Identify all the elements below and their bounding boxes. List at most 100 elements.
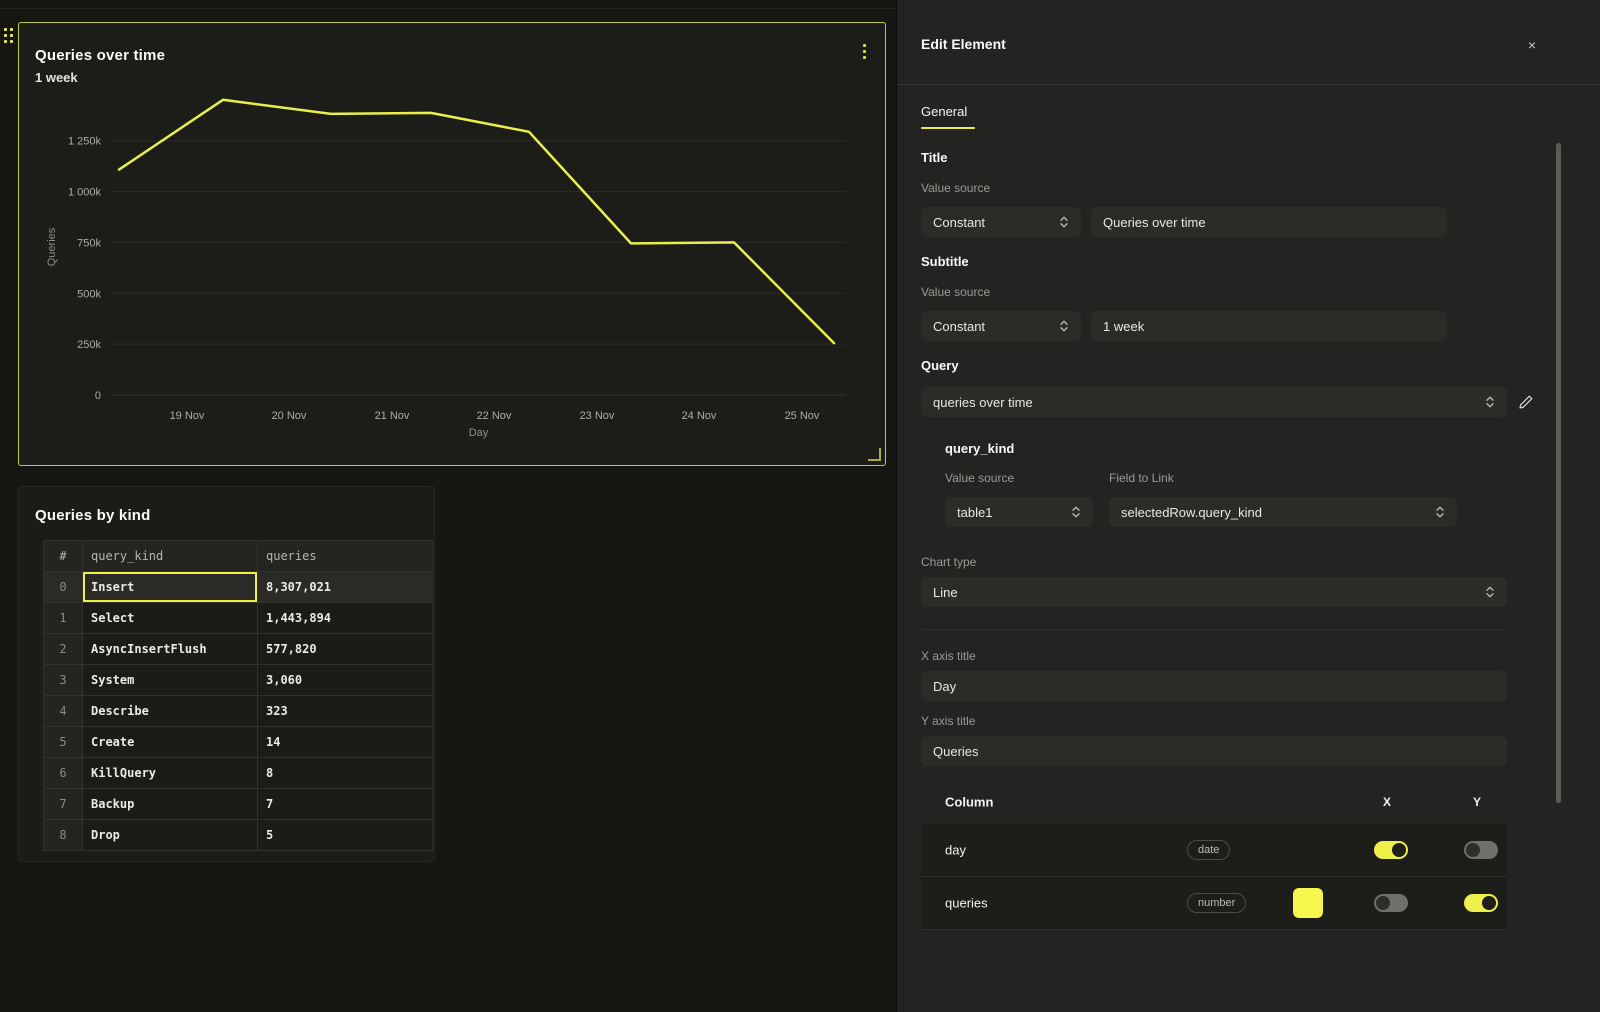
table-cell[interactable]: 3,060 <box>257 664 433 696</box>
table-row[interactable]: 5 Create 14 <box>43 726 433 758</box>
query-select[interactable]: queries over time <box>921 387 1507 417</box>
row-index-cell: 2 <box>43 633 83 665</box>
columns-header-y: Y <box>1473 794 1482 809</box>
table-header-row: # query_kind queries <box>43 540 433 572</box>
row-index-cell: 8 <box>43 819 83 851</box>
x-axis-title-input[interactable]: Day <box>921 671 1507 701</box>
row-index-cell: 0 <box>43 571 83 603</box>
svg-text:24 Nov: 24 Nov <box>682 410 717 422</box>
title-value-input[interactable]: Queries over time <box>1091 207 1447 237</box>
edit-query-pencil-icon[interactable] <box>1517 393 1535 411</box>
table-cell[interactable]: Backup <box>82 788 258 820</box>
table-cell[interactable]: 7 <box>257 788 433 820</box>
title-source-select[interactable]: Constant <box>921 207 1081 237</box>
queries-table[interactable]: # query_kind queries 0 Insert 8,307,021 1 Se… <box>43 540 433 851</box>
chevron-updown-icon <box>1072 506 1080 518</box>
x-toggle[interactable] <box>1374 894 1408 912</box>
chart-type-label: Chart type <box>921 555 977 569</box>
table-cell[interactable]: System <box>82 664 258 696</box>
columns-header-x: X <box>1383 794 1392 809</box>
column-row-day: day date <box>921 824 1507 877</box>
table-row[interactable]: 3 System 3,060 <box>43 664 433 696</box>
table-row[interactable]: 8 Drop 5 <box>43 819 433 851</box>
y-toggle[interactable] <box>1464 894 1498 912</box>
title-value-text: Queries over time <box>1103 214 1206 230</box>
table-cell[interactable]: Create <box>82 726 258 758</box>
x-toggle[interactable] <box>1374 841 1408 859</box>
column-header-queries: queries <box>257 540 433 572</box>
queries-line-chart: 0 250k 500k 750k 1 000k 1 250k 19 Nov 20 Nov 21 … <box>46 98 846 439</box>
column-row-queries: queries number <box>921 877 1507 930</box>
drag-handle-icon[interactable] <box>4 28 15 45</box>
table-row[interactable]: 0 Insert 8,307,021 <box>43 571 433 603</box>
table-row[interactable]: 6 KillQuery 8 <box>43 757 433 789</box>
subtitle-source-select[interactable]: Constant <box>921 311 1081 341</box>
column-header-index: # <box>43 540 83 572</box>
tab-general[interactable]: General <box>921 104 968 119</box>
x-axis-title-label: X axis title <box>921 649 976 663</box>
table-cell[interactable]: Drop <box>82 819 258 851</box>
section-divider <box>921 629 1507 630</box>
columns-header-row: Column X Y <box>921 779 1507 825</box>
row-index-cell: 7 <box>43 788 83 820</box>
table-cell[interactable]: 1,443,894 <box>257 602 433 634</box>
kebab-menu-icon[interactable] <box>857 41 871 61</box>
series-color-swatch[interactable] <box>1293 888 1323 918</box>
close-icon[interactable]: × <box>1527 37 1537 53</box>
table-row[interactable]: 4 Describe 323 <box>43 695 433 727</box>
table-cell[interactable]: 8,307,021 <box>257 571 433 603</box>
svg-text:21 Nov: 21 Nov <box>375 410 410 422</box>
svg-text:250k: 250k <box>77 339 101 351</box>
table-cell[interactable]: 577,820 <box>257 633 433 665</box>
table-cell[interactable]: KillQuery <box>82 757 258 789</box>
table-row[interactable]: 7 Backup 7 <box>43 788 433 820</box>
param-field-label: Field to Link <box>1109 471 1174 485</box>
svg-text:25 Nov: 25 Nov <box>785 410 820 422</box>
query-select-value: queries over time <box>933 394 1033 410</box>
table-cell[interactable]: Select <box>82 602 258 634</box>
svg-text:750k: 750k <box>77 237 101 249</box>
type-badge: date <box>1187 840 1231 860</box>
chevron-updown-icon <box>1486 396 1494 408</box>
param-source-select[interactable]: table1 <box>945 497 1093 527</box>
row-index-cell: 4 <box>43 695 83 727</box>
param-field-value: selectedRow.query_kind <box>1121 504 1262 520</box>
table-cell[interactable]: Describe <box>82 695 258 727</box>
svg-text:19 Nov: 19 Nov <box>170 410 205 422</box>
tab-underline <box>921 127 975 129</box>
y-axis-title-input[interactable]: Queries <box>921 736 1507 766</box>
param-field-select[interactable]: selectedRow.query_kind <box>1109 497 1457 527</box>
panel-title: Edit Element <box>921 36 1006 52</box>
param-source-value: table1 <box>957 504 993 520</box>
subtitle-value-input[interactable]: 1 week <box>1091 311 1447 341</box>
type-badge: number <box>1187 893 1247 913</box>
table-cell[interactable]: Insert <box>82 571 258 603</box>
svg-text:1 000k: 1 000k <box>68 187 102 199</box>
header-divider <box>897 84 1600 85</box>
svg-text:500k: 500k <box>77 288 101 300</box>
table-cell[interactable]: 14 <box>257 726 433 758</box>
column-name: day <box>945 842 966 858</box>
chart-panel[interactable]: Queries over time 1 week 0 250k 500k 750k 1 … <box>18 22 886 466</box>
table-row[interactable]: 2 AsyncInsertFlush 577,820 <box>43 633 433 665</box>
table-cell[interactable]: 8 <box>257 757 433 789</box>
chevron-updown-icon <box>1060 216 1068 228</box>
param-value-source-label: Value source <box>945 471 1015 485</box>
subtitle-value-text: 1 week <box>1103 318 1145 334</box>
table-cell[interactable]: 5 <box>257 819 433 851</box>
y-axis-title-label: Y axis title <box>921 714 976 728</box>
table-cell[interactable]: AsyncInsertFlush <box>82 633 258 665</box>
table-cell[interactable]: 323 <box>257 695 433 727</box>
chart-panel-subtitle: 1 week <box>35 70 78 85</box>
table-row[interactable]: 1 Select 1,443,894 <box>43 602 433 634</box>
scrollbar[interactable] <box>1556 143 1561 803</box>
svg-text:22 Nov: 22 Nov <box>477 410 512 422</box>
chevron-updown-icon <box>1060 320 1068 332</box>
row-index-cell: 3 <box>43 664 83 696</box>
row-index-cell: 5 <box>43 726 83 758</box>
chart-type-select[interactable]: Line <box>921 577 1507 607</box>
svg-text:1 250k: 1 250k <box>68 136 102 148</box>
y-toggle[interactable] <box>1464 841 1498 859</box>
title-value-source-label: Value source <box>921 181 991 195</box>
resize-handle[interactable] <box>868 448 881 461</box>
